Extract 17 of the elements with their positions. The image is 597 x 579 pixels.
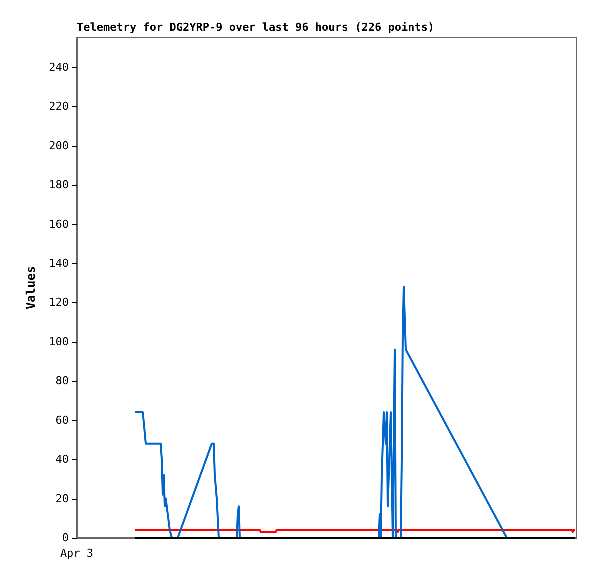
y-tick-label: 220: [49, 100, 69, 114]
y-tick-label: 200: [49, 139, 69, 152]
y-tick-label: 100: [49, 335, 69, 348]
y-tick-label: 40: [56, 453, 69, 466]
y-axis-title: Values: [24, 266, 38, 310]
y-tick-label: 80: [56, 374, 69, 388]
chart-title: Telemetry for DG2YRP-9 over last 96 hours (226 points): [77, 21, 435, 34]
x-tick-label: Apr 3: [60, 547, 94, 560]
y-tick-label: 240: [49, 60, 69, 74]
y-tick-label: 20: [56, 492, 69, 506]
y-tick-label: 160: [49, 218, 69, 231]
line-series: [134, 286, 508, 539]
y-tick-label: 180: [49, 178, 69, 192]
y-tick-label: 140: [49, 256, 69, 270]
y-tick-label: 60: [56, 414, 69, 427]
y-tick-label: 120: [49, 296, 69, 310]
y-tick-label: 0: [62, 532, 69, 544]
